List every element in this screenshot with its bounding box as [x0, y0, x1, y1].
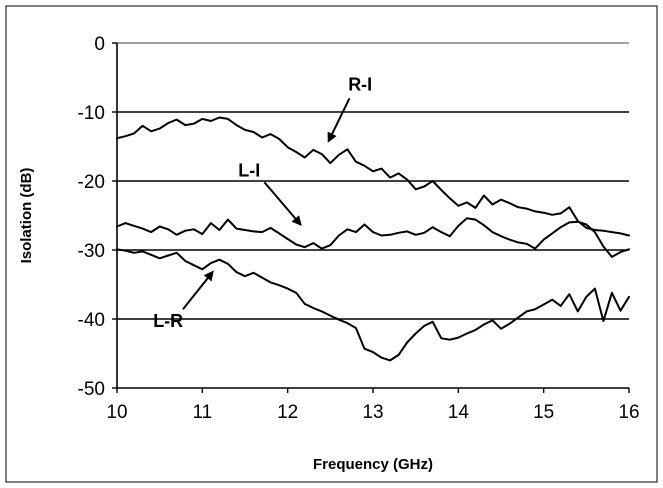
y-tick-label: -20	[78, 172, 105, 193]
annotations: R-I L-I L-R	[153, 74, 372, 331]
y-tick-label: -40	[78, 310, 105, 331]
annotation-label-l-r: L-R	[153, 311, 183, 331]
x-tick-label: 16	[618, 402, 639, 423]
x-tick-label: 10	[106, 402, 127, 423]
y-tick-label: 0	[94, 34, 105, 55]
series-line-r-i	[116, 116, 630, 237]
series	[116, 116, 630, 362]
x-tick-label: 13	[362, 402, 383, 423]
y-tick-label: -50	[78, 379, 105, 400]
x-tick-label: 11	[192, 402, 212, 423]
axes	[112, 42, 630, 393]
annotation-arrow-r-i	[327, 97, 351, 143]
annotation-label-l-i: L-I	[238, 161, 260, 181]
annotation-arrow-l-r	[182, 270, 214, 310]
annotation-label-r-i: R-I	[348, 74, 372, 94]
x-tick-label: 12	[277, 402, 298, 423]
x-axis-title: Frequency (GHz)	[313, 456, 433, 473]
series-line-l-i	[116, 217, 630, 258]
y-axis-title: Isolation (dB)	[18, 168, 35, 264]
annotation-arrow-l-i	[263, 181, 302, 226]
x-tick-label: 14	[448, 402, 470, 423]
x-tick-label: 15	[533, 402, 554, 423]
y-tick-label: -10	[78, 103, 105, 124]
series-line-l-r	[116, 248, 630, 362]
gridlines	[117, 42, 629, 320]
y-tick-label: -30	[78, 241, 105, 262]
